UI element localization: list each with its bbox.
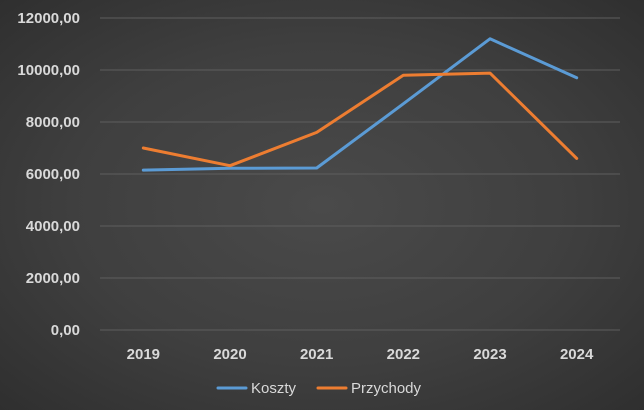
y-tick-label: 12000,00 <box>17 10 80 27</box>
series-line-przychody <box>141 71 579 168</box>
y-tick-label: 10000,00 <box>17 62 80 79</box>
x-tick-label: 2023 <box>473 346 506 363</box>
x-tick-label: 2019 <box>127 346 160 363</box>
y-tick-label: 2000,00 <box>26 270 80 287</box>
legend-item-przychody: Przychody <box>316 380 422 397</box>
legend-label: Koszty <box>251 380 297 397</box>
legend-item-koszty: Koszty <box>216 380 297 397</box>
legend: Koszty Przychody <box>216 380 422 397</box>
y-tick-label: 0,00 <box>51 322 80 339</box>
y-axis-ticks: 0,00 2000,00 4000,00 6000,00 8000,00 10000,00… <box>17 10 80 339</box>
y-tick-label: 4000,00 <box>26 218 80 235</box>
x-axis-ticks: 2019 2020 2021 2022 2023 2024 <box>127 346 594 363</box>
series-lines <box>141 37 579 172</box>
x-tick-label: 2020 <box>213 346 246 363</box>
y-tick-label: 6000,00 <box>26 166 80 183</box>
x-tick-label: 2021 <box>300 346 333 363</box>
x-tick-label: 2024 <box>560 346 594 363</box>
legend-label: Przychody <box>351 380 422 397</box>
x-tick-label: 2022 <box>387 346 420 363</box>
gridlines <box>100 17 620 331</box>
y-tick-label: 8000,00 <box>26 114 80 131</box>
series-line-koszty <box>141 37 579 172</box>
